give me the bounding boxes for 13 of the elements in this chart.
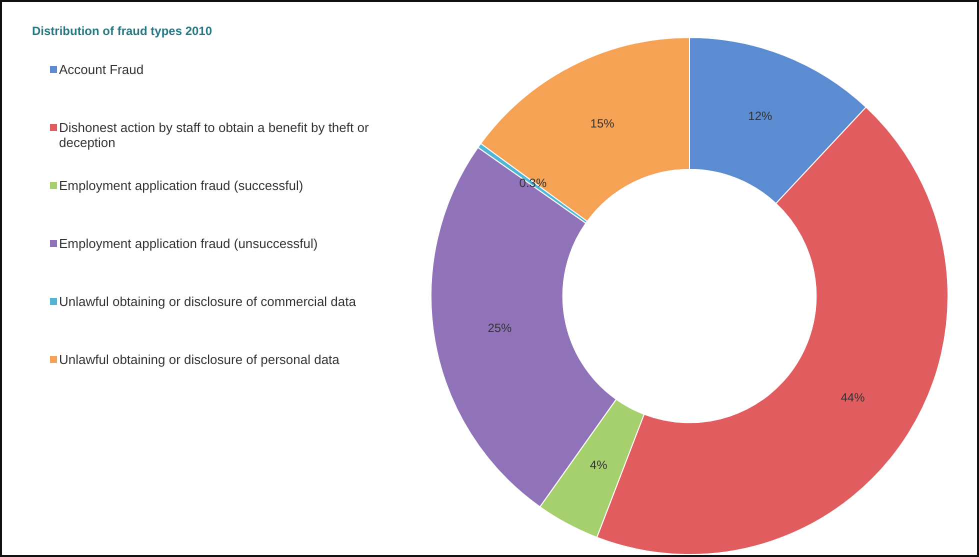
legend-label: Unlawful obtaining or disclosure of personal data	[59, 352, 340, 367]
chart-title: Distribution of fraud types 2010	[32, 24, 212, 38]
data-label: 25%	[488, 321, 512, 336]
legend-label: Unlawful obtaining or disclosure of commercial data	[59, 294, 356, 309]
legend-label: Dishonest action by staff to obtain a benefit by theft or deception	[59, 120, 370, 150]
legend-label: Employment application fraud (successful)	[59, 178, 304, 193]
data-label: 12%	[748, 109, 773, 124]
legend-label: Employment application fraud (unsuccessful)	[59, 236, 318, 251]
legend-label: Account Fraud	[59, 62, 144, 77]
data-label: 44%	[840, 390, 866, 404]
data-label: 15%	[590, 116, 615, 131]
data-label: 4%	[590, 458, 608, 472]
data-label: 0.3%	[519, 176, 547, 190]
